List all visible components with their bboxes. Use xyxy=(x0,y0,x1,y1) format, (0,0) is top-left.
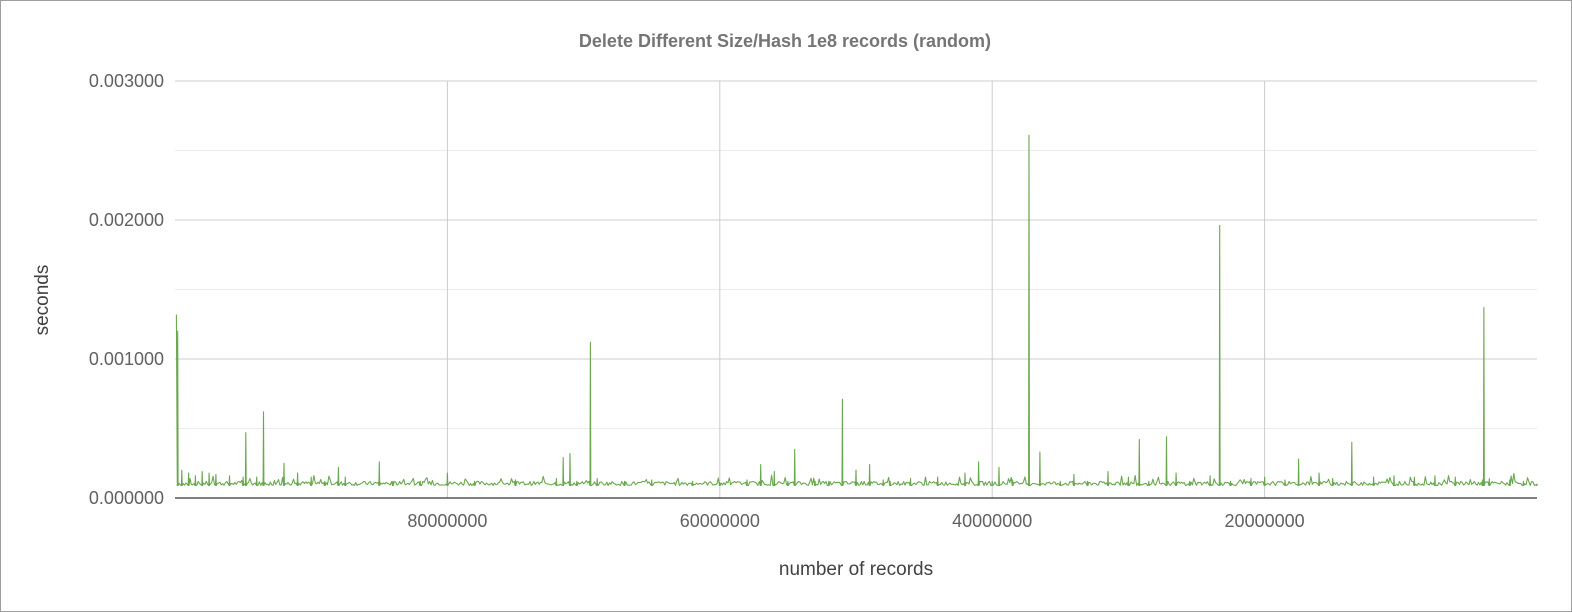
y-tick-label: 0.001000 xyxy=(89,349,164,369)
x-tick-label: 80000000 xyxy=(407,511,487,531)
x-tick-label: 60000000 xyxy=(680,511,760,531)
y-tick-labels: 0.000000 0.001000 0.002000 0.003000 xyxy=(89,71,164,508)
series-line xyxy=(175,134,1538,487)
y-axis-label: seconds xyxy=(32,265,53,336)
x-tick-label: 20000000 xyxy=(1225,511,1305,531)
y-tick-label: 0.000000 xyxy=(89,488,164,508)
y-tick-label: 0.003000 xyxy=(89,71,164,91)
x-tick-labels: 80000000 60000000 40000000 20000000 xyxy=(407,511,1304,531)
x-axis-label: number of records xyxy=(779,559,933,580)
x-tick-label: 40000000 xyxy=(952,511,1032,531)
gridlines xyxy=(175,80,1537,498)
y-tick-label: 0.002000 xyxy=(89,210,164,230)
plot-area xyxy=(175,134,1538,487)
chart-title: Delete Different Size/Hash 1e8 records (… xyxy=(579,31,991,51)
